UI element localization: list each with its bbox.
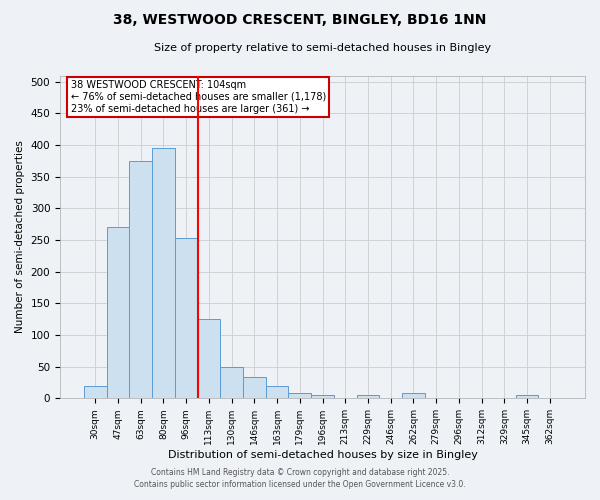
X-axis label: Distribution of semi-detached houses by size in Bingley: Distribution of semi-detached houses by … [167, 450, 478, 460]
Bar [243, 378, 266, 398]
Bar [107, 228, 130, 398]
Bar [402, 394, 425, 398]
Bar [266, 386, 289, 398]
Bar [356, 395, 379, 398]
Title: Size of property relative to semi-detached houses in Bingley: Size of property relative to semi-detach… [154, 42, 491, 52]
Text: 38 WESTWOOD CRESCENT: 104sqm
← 76% of semi-detached houses are smaller (1,178)
2: 38 WESTWOOD CRESCENT: 104sqm ← 76% of se… [71, 80, 326, 114]
Bar [175, 238, 197, 398]
Bar [311, 394, 334, 398]
Bar [289, 394, 311, 398]
Bar [130, 161, 152, 398]
Bar [197, 319, 220, 398]
Bar [220, 368, 243, 398]
Bar [84, 386, 107, 398]
Bar [152, 148, 175, 398]
Text: 38, WESTWOOD CRESCENT, BINGLEY, BD16 1NN: 38, WESTWOOD CRESCENT, BINGLEY, BD16 1NN [113, 12, 487, 26]
Bar [515, 395, 538, 398]
Y-axis label: Number of semi-detached properties: Number of semi-detached properties [15, 140, 25, 334]
Text: Contains HM Land Registry data © Crown copyright and database right 2025.
Contai: Contains HM Land Registry data © Crown c… [134, 468, 466, 489]
